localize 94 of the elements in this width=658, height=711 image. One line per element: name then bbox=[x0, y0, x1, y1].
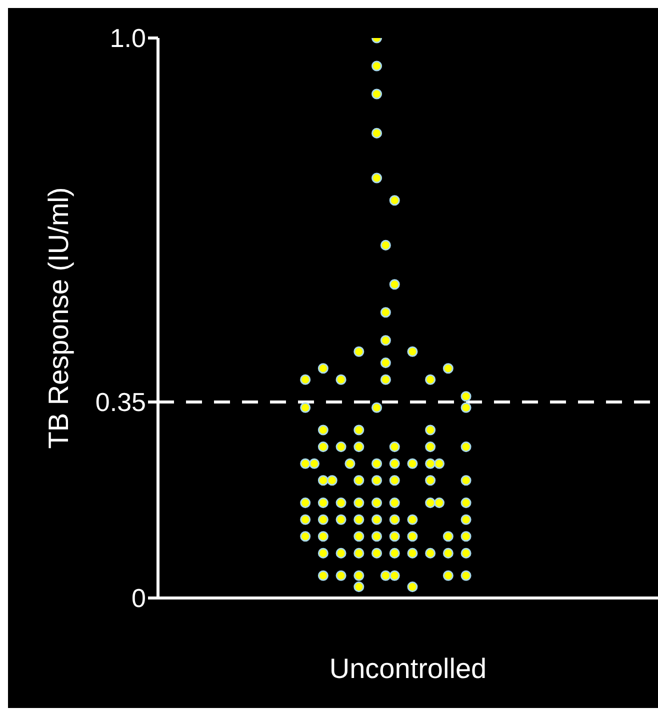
point bbox=[318, 570, 328, 581]
point bbox=[389, 279, 400, 290]
point bbox=[354, 548, 364, 558]
point bbox=[442, 363, 454, 374]
point bbox=[371, 475, 382, 486]
point bbox=[442, 531, 454, 542]
point bbox=[354, 442, 364, 452]
point bbox=[425, 442, 436, 452]
point bbox=[336, 570, 346, 581]
point bbox=[389, 548, 400, 558]
point bbox=[442, 570, 454, 581]
point bbox=[425, 475, 436, 486]
point bbox=[380, 570, 391, 581]
point bbox=[371, 531, 382, 542]
point bbox=[460, 402, 472, 413]
point bbox=[407, 582, 418, 592]
point bbox=[336, 498, 346, 508]
point bbox=[389, 570, 400, 581]
point bbox=[371, 60, 382, 72]
point bbox=[371, 128, 382, 138]
point bbox=[407, 531, 418, 542]
point bbox=[354, 498, 364, 508]
y-tick-label: 0.35 bbox=[95, 387, 146, 418]
point bbox=[371, 548, 382, 558]
point bbox=[300, 531, 311, 542]
point bbox=[460, 514, 472, 525]
point bbox=[380, 307, 391, 318]
point bbox=[318, 475, 328, 486]
point bbox=[434, 498, 445, 508]
point bbox=[380, 374, 391, 385]
point bbox=[354, 514, 364, 525]
point bbox=[442, 548, 454, 558]
point bbox=[425, 498, 436, 508]
point bbox=[318, 442, 328, 452]
point bbox=[354, 570, 364, 581]
point bbox=[389, 195, 400, 206]
point bbox=[318, 531, 328, 542]
point bbox=[407, 346, 418, 357]
y-axis-title: TB Response (IU/ml) bbox=[42, 187, 74, 449]
point bbox=[318, 514, 328, 525]
point bbox=[460, 570, 472, 581]
point bbox=[389, 442, 400, 452]
point bbox=[407, 514, 418, 525]
point bbox=[460, 442, 472, 452]
point bbox=[318, 424, 328, 436]
point bbox=[344, 458, 356, 469]
point bbox=[389, 531, 400, 542]
point bbox=[371, 88, 382, 100]
point bbox=[300, 402, 311, 413]
point bbox=[380, 335, 391, 346]
point bbox=[318, 548, 328, 558]
point bbox=[354, 531, 364, 542]
y-tick-label: 0 bbox=[132, 583, 146, 614]
point bbox=[407, 458, 418, 469]
point bbox=[434, 458, 445, 469]
point bbox=[318, 363, 328, 374]
point bbox=[371, 402, 382, 413]
point bbox=[407, 548, 418, 558]
point bbox=[354, 424, 364, 436]
point bbox=[336, 514, 346, 525]
point bbox=[371, 172, 382, 184]
point bbox=[389, 498, 400, 508]
point bbox=[425, 424, 436, 436]
x-axis-title: Uncontrolled bbox=[329, 653, 487, 684]
point bbox=[460, 531, 472, 542]
point bbox=[371, 458, 382, 469]
point bbox=[336, 548, 346, 558]
point bbox=[389, 514, 400, 525]
point bbox=[425, 548, 436, 558]
point bbox=[354, 475, 364, 486]
point bbox=[460, 475, 472, 486]
point bbox=[460, 498, 472, 508]
point bbox=[336, 374, 346, 385]
point bbox=[460, 548, 472, 558]
point bbox=[380, 358, 391, 368]
point bbox=[389, 458, 400, 469]
point bbox=[300, 458, 311, 469]
point bbox=[389, 475, 400, 486]
point bbox=[371, 514, 382, 525]
point bbox=[380, 240, 391, 250]
point bbox=[425, 458, 436, 469]
point bbox=[300, 514, 311, 525]
point bbox=[326, 475, 338, 486]
point bbox=[300, 374, 311, 385]
point bbox=[371, 498, 382, 508]
point bbox=[336, 442, 346, 452]
point bbox=[300, 498, 311, 508]
point bbox=[308, 458, 320, 469]
point bbox=[354, 582, 364, 592]
point bbox=[318, 498, 328, 508]
y-tick-label: 1.0 bbox=[110, 23, 146, 54]
point bbox=[460, 391, 472, 402]
point bbox=[425, 374, 436, 385]
point bbox=[354, 346, 364, 357]
